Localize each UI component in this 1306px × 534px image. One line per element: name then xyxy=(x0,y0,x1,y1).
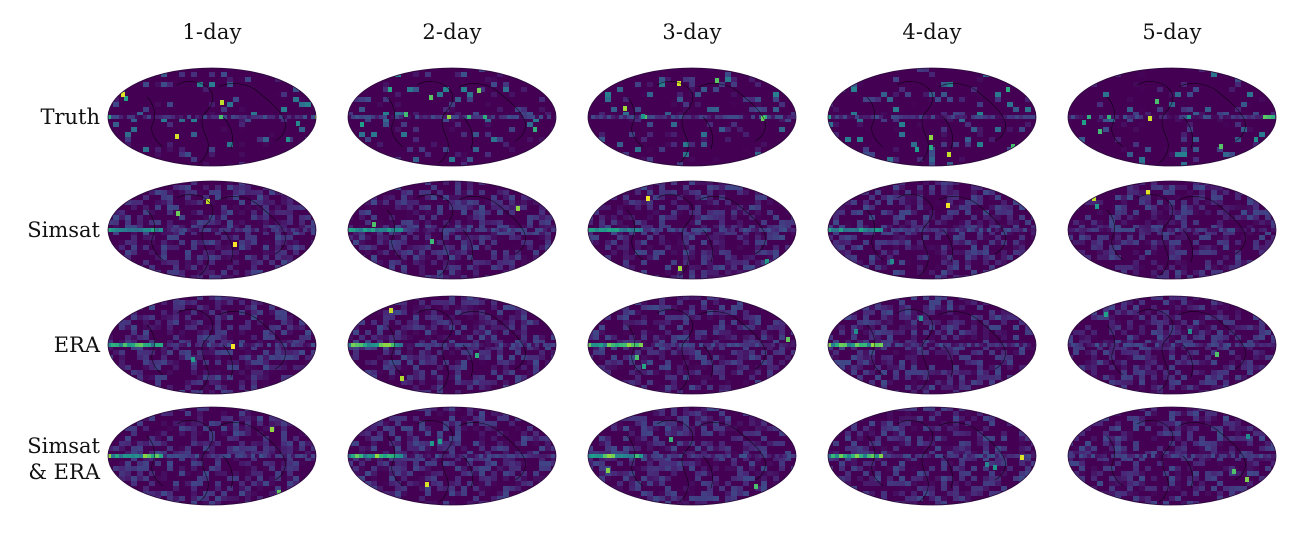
map-simsat-era-2-day xyxy=(347,406,557,506)
column-label-1-day: 1-day xyxy=(182,20,242,44)
map-simsat-4-day xyxy=(827,180,1037,280)
row-label-simsat-and-era: Simsat & ERA xyxy=(27,434,100,484)
column-label-2-day: 2-day xyxy=(422,20,482,44)
map-simsat-5-day xyxy=(1067,180,1277,280)
column-label-5-day: 5-day xyxy=(1142,20,1202,44)
map-era-5-day xyxy=(1067,295,1277,395)
map-simsat-3-day xyxy=(587,180,797,280)
map-truth-5-day xyxy=(1067,67,1277,167)
row-label-simsat: Simsat xyxy=(27,218,100,242)
map-simsat-2-day xyxy=(347,180,557,280)
row-label-truth: Truth xyxy=(40,105,100,129)
map-truth-4-day xyxy=(827,67,1037,167)
map-simsat-era-4-day xyxy=(827,406,1037,506)
map-era-1-day xyxy=(107,295,317,395)
map-truth-1-day xyxy=(107,67,317,167)
row-label-era: ERA xyxy=(53,333,100,357)
map-simsat-era-1-day xyxy=(107,406,317,506)
map-simsat-era-5-day xyxy=(1067,406,1277,506)
column-label-3-day: 3-day xyxy=(662,20,722,44)
map-era-3-day xyxy=(587,295,797,395)
map-truth-3-day xyxy=(587,67,797,167)
map-era-4-day xyxy=(827,295,1037,395)
column-label-4-day: 4-day xyxy=(902,20,962,44)
map-truth-2-day xyxy=(347,67,557,167)
map-era-2-day xyxy=(347,295,557,395)
map-simsat-era-3-day xyxy=(587,406,797,506)
map-simsat-1-day xyxy=(107,180,317,280)
